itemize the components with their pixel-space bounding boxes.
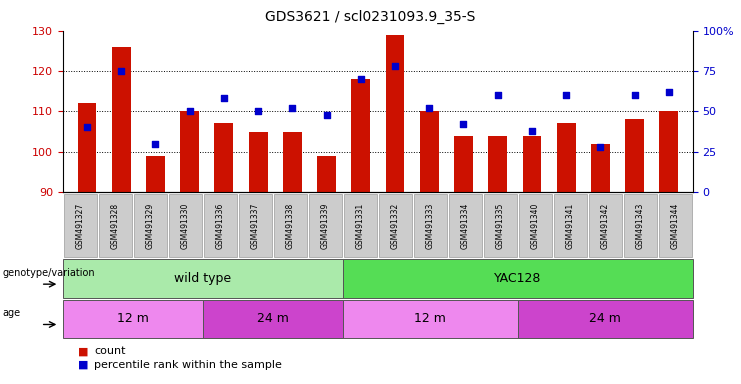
Text: 24 m: 24 m	[589, 312, 621, 325]
Text: wild type: wild type	[174, 272, 231, 285]
Text: YAC128: YAC128	[494, 272, 542, 285]
Bar	[625, 119, 644, 192]
Point	[457, 121, 469, 127]
Text: ■: ■	[78, 346, 88, 356]
Text: GSM491340: GSM491340	[531, 202, 540, 249]
Point	[81, 124, 93, 131]
Bar	[146, 156, 165, 192]
Bar	[420, 111, 439, 192]
Text: GSM491343: GSM491343	[636, 202, 645, 249]
Text: GSM491330: GSM491330	[181, 202, 190, 249]
Bar	[214, 123, 233, 192]
Point	[218, 95, 230, 101]
Text: GSM491344: GSM491344	[671, 202, 679, 249]
Point	[287, 105, 299, 111]
Bar	[317, 156, 336, 192]
Text: GSM491337: GSM491337	[251, 202, 260, 249]
Point	[560, 92, 572, 98]
Point	[150, 141, 162, 147]
Point	[252, 108, 264, 114]
Bar	[385, 35, 405, 192]
Text: GSM491329: GSM491329	[146, 202, 155, 249]
Text: GSM491339: GSM491339	[321, 202, 330, 249]
Text: GSM491338: GSM491338	[286, 202, 295, 249]
Text: 12 m: 12 m	[414, 312, 446, 325]
Bar	[112, 47, 130, 192]
Bar	[522, 136, 542, 192]
Text: GSM491332: GSM491332	[391, 202, 400, 249]
Text: genotype/variation: genotype/variation	[2, 268, 95, 278]
Bar	[659, 111, 678, 192]
Text: count: count	[94, 346, 126, 356]
Point	[355, 76, 367, 82]
Text: GSM491327: GSM491327	[76, 202, 85, 249]
Point	[663, 89, 675, 95]
Point	[628, 92, 640, 98]
Text: GSM491331: GSM491331	[356, 202, 365, 249]
Bar	[488, 136, 507, 192]
Text: 12 m: 12 m	[117, 312, 149, 325]
Text: GDS3621 / scl0231093.9_35-S: GDS3621 / scl0231093.9_35-S	[265, 10, 476, 24]
Bar	[78, 103, 96, 192]
Text: GSM491333: GSM491333	[426, 202, 435, 249]
Point	[492, 92, 504, 98]
Bar	[591, 144, 610, 192]
Point	[389, 63, 401, 69]
Point	[321, 111, 333, 118]
Text: GSM491336: GSM491336	[216, 202, 225, 249]
Bar	[283, 131, 302, 192]
Text: ■: ■	[78, 360, 88, 370]
Bar	[556, 123, 576, 192]
Point	[184, 108, 196, 114]
Bar	[180, 111, 199, 192]
Text: GSM491342: GSM491342	[601, 202, 610, 249]
Text: GSM491328: GSM491328	[111, 202, 120, 249]
Text: age: age	[2, 308, 20, 318]
Bar	[351, 79, 370, 192]
Bar	[454, 136, 473, 192]
Text: 24 m: 24 m	[257, 312, 289, 325]
Text: GSM491341: GSM491341	[566, 202, 575, 249]
Point	[116, 68, 127, 74]
Text: GSM491334: GSM491334	[461, 202, 470, 249]
Text: percentile rank within the sample: percentile rank within the sample	[94, 360, 282, 370]
Text: GSM491335: GSM491335	[496, 202, 505, 249]
Point	[526, 127, 538, 134]
Point	[594, 144, 606, 150]
Point	[423, 105, 435, 111]
Bar	[249, 131, 268, 192]
